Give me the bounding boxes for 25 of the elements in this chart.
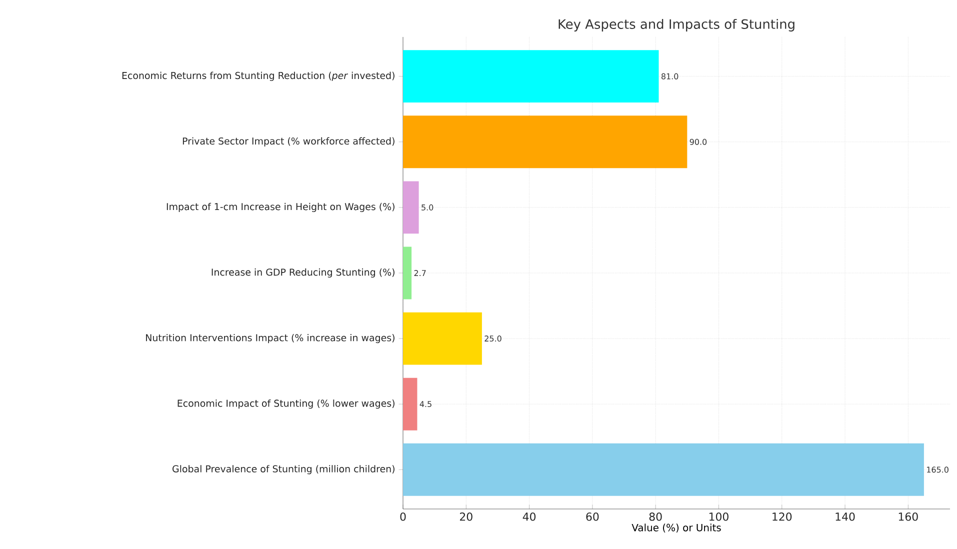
y-tick-label: Nutrition Interventions Impact (% increase in wages) [146,334,394,344]
x-tick-label: 80 [649,512,662,521]
x-tick-label: 0 [400,512,406,521]
bar [403,181,419,234]
y-tick-label: Increase in GDP Reducing Stunting (%) [212,268,394,278]
bar [403,312,482,365]
x-tick-label: 140 [836,512,855,521]
x-tick-label: 60 [586,512,599,521]
x-tick-label: 20 [460,512,472,521]
bar [403,116,688,168]
bar [403,378,418,430]
chart-title: Key Aspects and Impacts of Stunting [558,18,794,32]
y-tick-label: Global Prevalence of Stunting (million children) [172,465,394,474]
y-tick-label: Economic Impact of Stunting (% lower wages) [178,400,394,409]
bar [403,50,659,103]
x-tick-label: 120 [772,512,792,521]
y-tick-label: Impact of 1-cm Increase in Height on Wages (%) [166,202,394,212]
x-tick-label: 160 [898,512,918,521]
bar [403,246,412,300]
x-tick-label: 40 [522,512,536,521]
y-tick-label: Private Sector Impact (% workforce affected) [182,137,394,146]
x-tick-label: 100 [709,512,728,521]
y-tick-label: Economic Returns from Stunting Reduction (per invested) [122,72,394,81]
bar [403,443,924,496]
x-axis-title: Value (%) or Units [632,524,721,533]
